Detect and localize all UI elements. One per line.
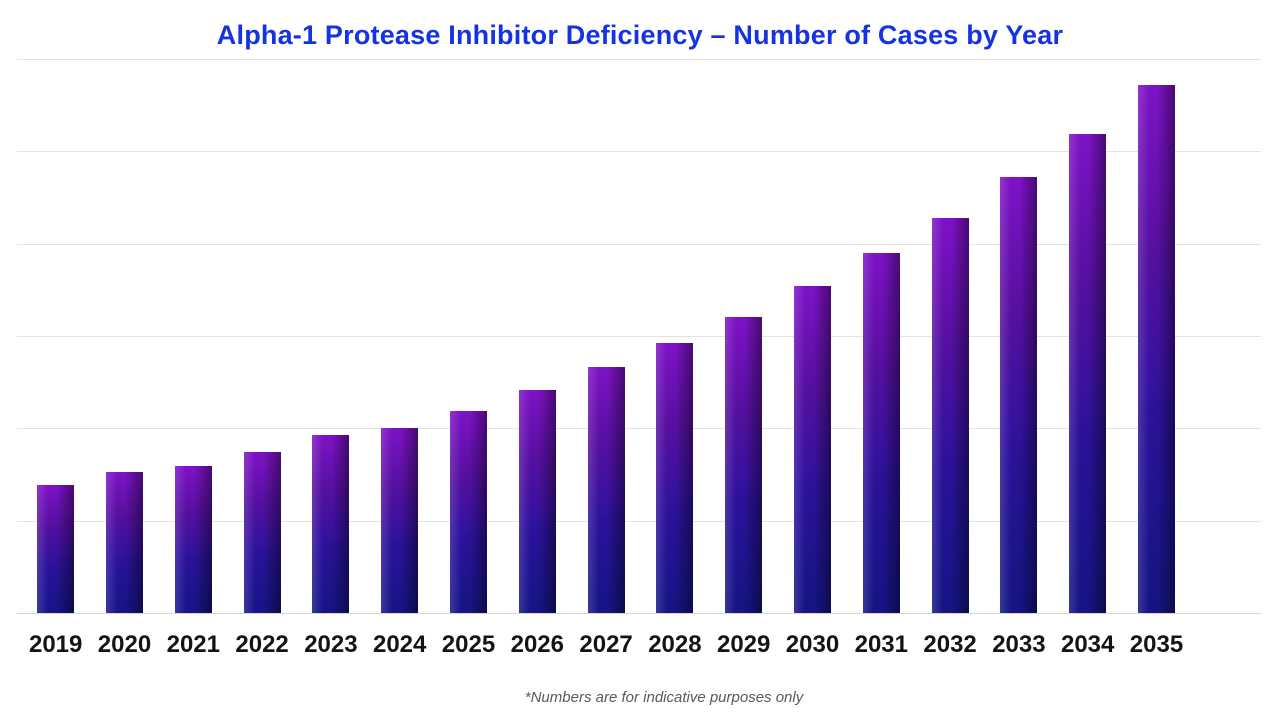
- x-axis-label-2028: 2028: [648, 631, 702, 658]
- x-axis-label-2034: 2034: [1060, 631, 1115, 658]
- chart-title: Alpha-1 Protease Inhibitor Deficiency – …: [216, 20, 1064, 50]
- x-axis-label-2031: 2031: [854, 631, 908, 658]
- plot-area: [17, 59, 1261, 614]
- bar-2034: [1069, 133, 1107, 613]
- gridline: [17, 59, 1261, 60]
- bar-2024: [381, 428, 419, 613]
- x-axis-label-2019: 2019: [28, 631, 83, 658]
- x-axis-label-2035: 2035: [1129, 631, 1184, 658]
- x-axis-label-2030: 2030: [785, 631, 840, 658]
- bar-2032: [931, 217, 969, 613]
- x-axis-label-2026: 2026: [510, 631, 564, 658]
- bar-2029: [725, 316, 763, 613]
- bar-2031: [862, 252, 900, 613]
- bar-2026: [518, 390, 556, 613]
- footnote: *Numbers are for indicative purposes onl…: [524, 689, 804, 706]
- bar-2019: [37, 484, 75, 613]
- bar-2033: [1000, 177, 1038, 613]
- bar-2025: [450, 410, 487, 613]
- bar-2035: [1138, 84, 1175, 613]
- bar-2030: [794, 286, 831, 613]
- gridline: [17, 243, 1261, 245]
- x-axis-label-2029: 2029: [716, 631, 771, 658]
- x-axis-label-2022: 2022: [235, 631, 289, 658]
- gridline: [17, 428, 1261, 430]
- x-axis-label-2020: 2020: [97, 631, 152, 658]
- x-axis-label-2021: 2021: [166, 631, 220, 658]
- x-axis-label-2023: 2023: [304, 631, 358, 658]
- gridline: [17, 151, 1261, 153]
- bar-2027: [587, 367, 625, 613]
- x-axis-label-2025: 2025: [441, 631, 496, 658]
- x-axis-labels: 2019 2020 2021 2022 2023 2024 2025 2026 2027 2028…: [17, 631, 1261, 661]
- bar-2021: [174, 466, 212, 613]
- gridline: [17, 336, 1261, 337]
- bar-2020: [106, 471, 143, 613]
- bar-2023: [312, 434, 350, 613]
- bar-2022: [243, 452, 281, 613]
- x-axis-label-2032: 2032: [923, 631, 977, 658]
- x-axis-line: [17, 613, 1261, 614]
- gridline: [17, 520, 1261, 522]
- x-axis-label-2027: 2027: [579, 631, 633, 658]
- x-axis-label-2024: 2024: [372, 631, 427, 658]
- bar-2028: [656, 343, 694, 613]
- x-axis-label-2033: 2033: [992, 631, 1046, 658]
